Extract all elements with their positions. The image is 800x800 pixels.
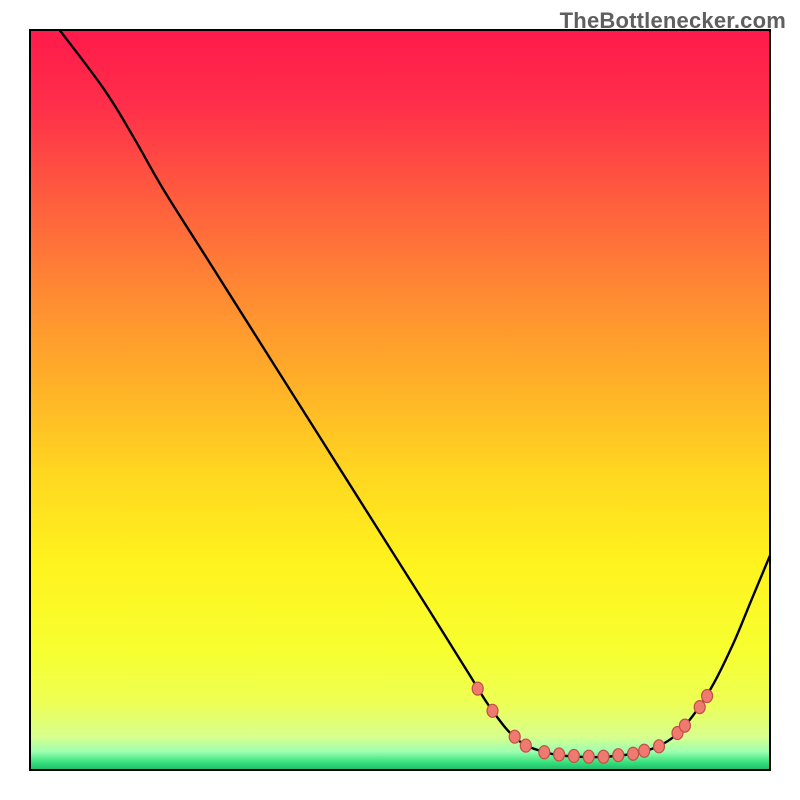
data-marker — [568, 749, 579, 762]
data-marker — [639, 744, 650, 757]
data-marker — [472, 682, 483, 695]
data-marker — [487, 704, 498, 717]
data-marker — [539, 746, 550, 759]
chart-container: TheBottlenecker.com — [0, 0, 800, 800]
data-marker — [613, 749, 624, 762]
data-marker — [598, 750, 609, 763]
data-marker — [694, 701, 705, 714]
data-marker — [554, 748, 565, 761]
watermark-text: TheBottlenecker.com — [560, 8, 786, 34]
data-marker — [583, 750, 594, 763]
data-marker — [520, 739, 531, 752]
gradient-background — [30, 30, 770, 770]
chart-svg — [0, 0, 800, 800]
data-marker — [679, 719, 690, 732]
data-marker — [702, 690, 713, 703]
data-marker — [509, 730, 520, 743]
data-marker — [628, 747, 639, 760]
data-marker — [654, 740, 665, 753]
